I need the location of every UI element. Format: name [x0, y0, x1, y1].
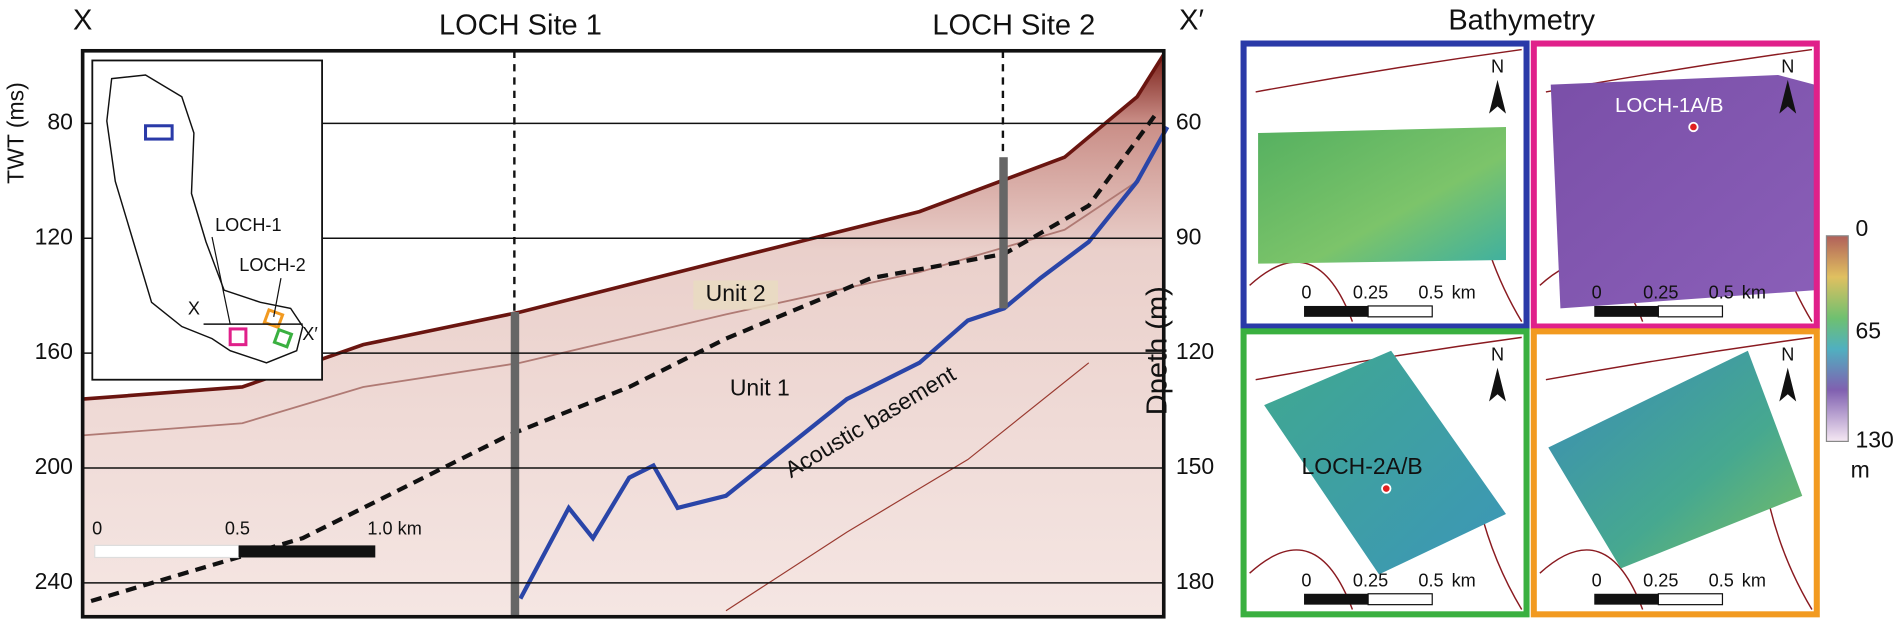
scale-label: 0.5 — [1709, 570, 1734, 590]
y2-tick-label: 180 — [1176, 568, 1214, 594]
core-label: LOCH-2A/B — [1301, 453, 1422, 479]
scale-bar — [1594, 593, 1659, 605]
site-box — [272, 327, 294, 349]
scale-label: 0 — [1592, 570, 1602, 590]
y2-tick-label: 120 — [1176, 338, 1214, 364]
panel-title: Bathymetry — [1448, 4, 1595, 36]
y-tick-label: 200 — [35, 453, 73, 479]
map-frame — [1240, 40, 1530, 330]
colorbar-tick: 0 — [1855, 215, 1868, 241]
label-bg — [693, 280, 778, 310]
scale-label: km — [1742, 570, 1766, 590]
y2-tick-label: 150 — [1176, 453, 1214, 479]
scale-label: 0 — [1301, 570, 1311, 590]
water-column — [82, 50, 1164, 400]
scale-label: 0.25 — [1643, 283, 1678, 303]
bathymetry-surface — [1258, 126, 1506, 264]
acoustic-basement — [518, 125, 1170, 600]
inset-label: LOCH-1 — [215, 215, 281, 235]
scale-label: 0 — [1592, 283, 1602, 303]
scale-label: 0.25 — [1643, 570, 1678, 590]
scale-label: 0.5 — [1418, 570, 1443, 590]
colorbar-tick: 130 — [1855, 426, 1893, 452]
inset-label: X — [188, 298, 200, 318]
site-box — [228, 327, 248, 347]
site-box — [144, 124, 174, 141]
scale-label: km — [1742, 283, 1766, 303]
core — [999, 157, 1008, 309]
scale-bar — [1367, 305, 1433, 318]
inset-frame — [91, 59, 323, 381]
map-frame — [1530, 328, 1820, 618]
scale-bar — [1304, 593, 1369, 605]
axis-title: Dpeth (m) — [1142, 286, 1174, 415]
north-arrow — [1779, 367, 1797, 402]
scale-bar — [1657, 593, 1724, 606]
scale-label: 0.25 — [1353, 570, 1388, 590]
scale-bar — [1367, 593, 1433, 606]
scale-bar — [94, 544, 240, 559]
core-site — [1381, 483, 1392, 494]
north-label: N — [1781, 344, 1794, 364]
unit-label: Unit 1 — [730, 374, 790, 400]
scale-label: 0 — [92, 518, 102, 538]
sediment — [82, 54, 1164, 617]
reflector — [82, 180, 1138, 437]
bathymetry-surface — [1550, 74, 1815, 309]
profile-end: X — [73, 4, 92, 36]
y-tick-label: 160 — [35, 338, 73, 364]
scale-bar — [238, 545, 376, 558]
scale-bar — [1304, 305, 1369, 317]
scale-bar — [1657, 305, 1724, 318]
core-site — [1688, 121, 1699, 133]
bathymetry-surface — [1548, 350, 1803, 569]
scale-label: 1.0 km — [367, 518, 421, 538]
scale-label: 0.5 — [225, 518, 250, 538]
map-frame — [1240, 328, 1530, 618]
north-arrow — [1489, 367, 1506, 402]
y-tick-label: 240 — [35, 568, 73, 594]
north-label: N — [1781, 57, 1794, 77]
scale-label: 0 — [1301, 283, 1311, 303]
unit-boundary — [90, 113, 1157, 604]
y2-tick-label: 90 — [1176, 223, 1202, 249]
reflector — [725, 362, 1090, 612]
core — [510, 312, 520, 617]
site-label: LOCH Site 1 — [439, 9, 602, 41]
leader — [211, 236, 282, 325]
scale-label: 0.5 — [1709, 283, 1734, 303]
scale-label: 0.25 — [1353, 283, 1388, 303]
panel-frame — [80, 48, 1166, 619]
y2-tick-label: 60 — [1176, 108, 1202, 134]
map-frame — [1530, 40, 1820, 330]
scale-bar — [1594, 305, 1659, 317]
north-label: N — [1491, 344, 1504, 364]
profile-end: X′ — [1179, 4, 1204, 36]
scale-label: km — [1452, 570, 1476, 590]
y-tick-label: 120 — [35, 223, 73, 249]
core-label: LOCH-1A/B — [1615, 94, 1723, 117]
colorbar-unit: m — [1851, 457, 1870, 483]
scale-label: 0.5 — [1418, 283, 1443, 303]
lake-outline — [106, 74, 304, 364]
inset-label: X′ — [302, 324, 318, 344]
site-box — [262, 307, 285, 330]
scale-label: km — [1452, 283, 1476, 303]
colorbar-tick: 65 — [1855, 318, 1881, 344]
inset-label: LOCH-2 — [239, 255, 305, 275]
y-tick-label: 80 — [47, 108, 73, 134]
north-arrow — [1779, 79, 1797, 114]
unit-label: Unit 2 — [706, 280, 766, 306]
north-label: N — [1491, 57, 1504, 77]
bathymetry-surface — [1264, 350, 1506, 575]
axis-title: TWT (ms) — [2, 82, 28, 184]
site-label: LOCH Site 2 — [932, 9, 1095, 41]
colorbar — [1825, 235, 1849, 442]
north-arrow — [1489, 79, 1506, 114]
